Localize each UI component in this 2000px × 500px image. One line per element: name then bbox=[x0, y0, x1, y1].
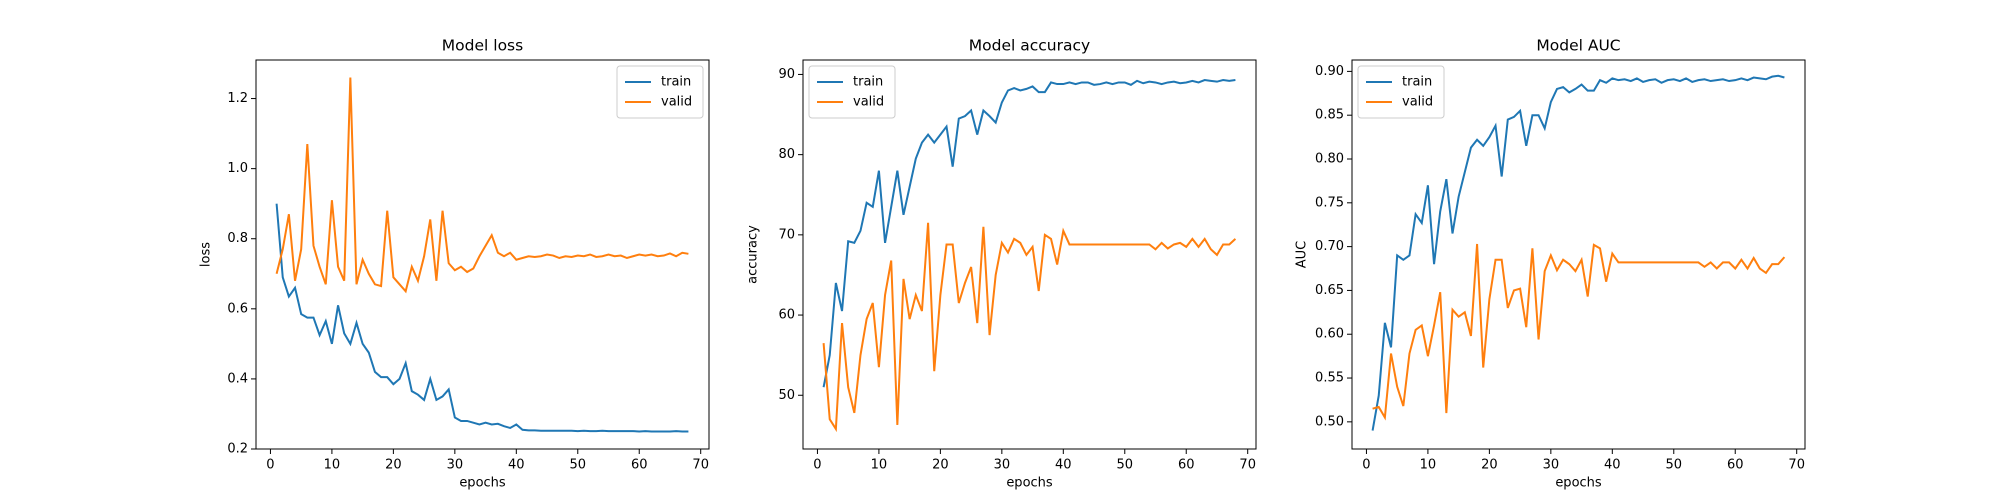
x-axis-label: epochs bbox=[459, 476, 506, 491]
y-tick-label: 0.90 bbox=[1315, 64, 1344, 79]
plot-frame bbox=[1351, 59, 1806, 450]
x-tick-label: 20 bbox=[932, 458, 949, 473]
x-tick-label: 50 bbox=[1116, 458, 1133, 473]
y-tick-label: 50 bbox=[778, 388, 795, 403]
y-axis-label: accuracy bbox=[746, 225, 761, 284]
series-line bbox=[1372, 243, 1786, 421]
x-tick-label: 0 bbox=[813, 458, 821, 473]
x-tick-label: 0 bbox=[1362, 458, 1370, 473]
x-tick-label: 70 bbox=[1788, 458, 1805, 473]
x-tick-label: 30 bbox=[1543, 458, 1560, 473]
y-axis-label: AUC bbox=[1295, 241, 1310, 269]
x-tick-label: 10 bbox=[1420, 458, 1437, 473]
plot-frame bbox=[802, 59, 1257, 450]
x-tick-label: 60 bbox=[1178, 458, 1195, 473]
y-tick-label: 0.70 bbox=[1315, 239, 1344, 254]
chart-title: Model accuracy bbox=[969, 37, 1090, 55]
x-axis-label: epochs bbox=[1006, 476, 1053, 491]
chart-title: Model loss bbox=[442, 37, 523, 55]
x-tick-label: 50 bbox=[569, 458, 586, 473]
legend-box bbox=[808, 65, 896, 119]
y-tick-label: 90 bbox=[778, 67, 795, 82]
y-tick-label: 0.6 bbox=[227, 301, 248, 316]
legend-box bbox=[1357, 65, 1445, 119]
x-tick-label: 30 bbox=[447, 458, 464, 473]
x-tick-label: 0 bbox=[266, 458, 274, 473]
x-tick-label: 10 bbox=[871, 458, 888, 473]
legend-label: valid bbox=[1402, 95, 1433, 110]
legend-label: train bbox=[1402, 75, 1432, 90]
y-tick-label: 0.75 bbox=[1315, 195, 1344, 210]
legend-label: valid bbox=[853, 95, 884, 110]
x-tick-label: 40 bbox=[1604, 458, 1621, 473]
y-tick-label: 70 bbox=[778, 227, 795, 242]
y-tick-label: 0.65 bbox=[1315, 283, 1344, 298]
x-tick-label: 50 bbox=[1665, 458, 1682, 473]
legend-label: train bbox=[661, 75, 691, 90]
y-tick-label: 60 bbox=[778, 308, 795, 323]
y-axis-label: loss bbox=[199, 242, 214, 267]
x-tick-label: 10 bbox=[324, 458, 341, 473]
y-tick-label: 1.2 bbox=[227, 91, 248, 106]
y-tick-label: 0.4 bbox=[227, 371, 248, 386]
series-line bbox=[275, 203, 689, 433]
y-tick-label: 0.60 bbox=[1315, 327, 1344, 342]
plot-frame bbox=[255, 59, 710, 450]
x-tick-label: 20 bbox=[385, 458, 402, 473]
x-tick-label: 70 bbox=[1239, 458, 1256, 473]
legend-label: train bbox=[853, 75, 883, 90]
series-line bbox=[1371, 74, 1785, 431]
y-tick-label: 0.50 bbox=[1315, 414, 1344, 429]
chart-title: Model AUC bbox=[1536, 37, 1620, 55]
y-tick-label: 0.55 bbox=[1315, 371, 1344, 386]
legend-label: valid bbox=[661, 95, 692, 110]
x-tick-label: 40 bbox=[508, 458, 525, 473]
x-tick-label: 60 bbox=[631, 458, 648, 473]
x-tick-label: 60 bbox=[1727, 458, 1744, 473]
x-axis-label: epochs bbox=[1555, 476, 1602, 491]
y-tick-label: 0.80 bbox=[1315, 152, 1344, 167]
series-line bbox=[275, 77, 689, 294]
y-tick-label: 80 bbox=[778, 147, 795, 162]
y-tick-label: 0.2 bbox=[227, 442, 248, 457]
x-tick-label: 70 bbox=[692, 458, 709, 473]
x-tick-label: 30 bbox=[994, 458, 1011, 473]
series-line bbox=[822, 79, 1236, 388]
y-tick-label: 0.8 bbox=[227, 231, 248, 246]
x-tick-label: 40 bbox=[1055, 458, 1072, 473]
series-line bbox=[822, 222, 1237, 433]
y-tick-label: 0.85 bbox=[1315, 108, 1344, 123]
x-tick-label: 20 bbox=[1481, 458, 1498, 473]
legend-box bbox=[616, 65, 704, 119]
y-tick-label: 1.0 bbox=[227, 161, 248, 176]
